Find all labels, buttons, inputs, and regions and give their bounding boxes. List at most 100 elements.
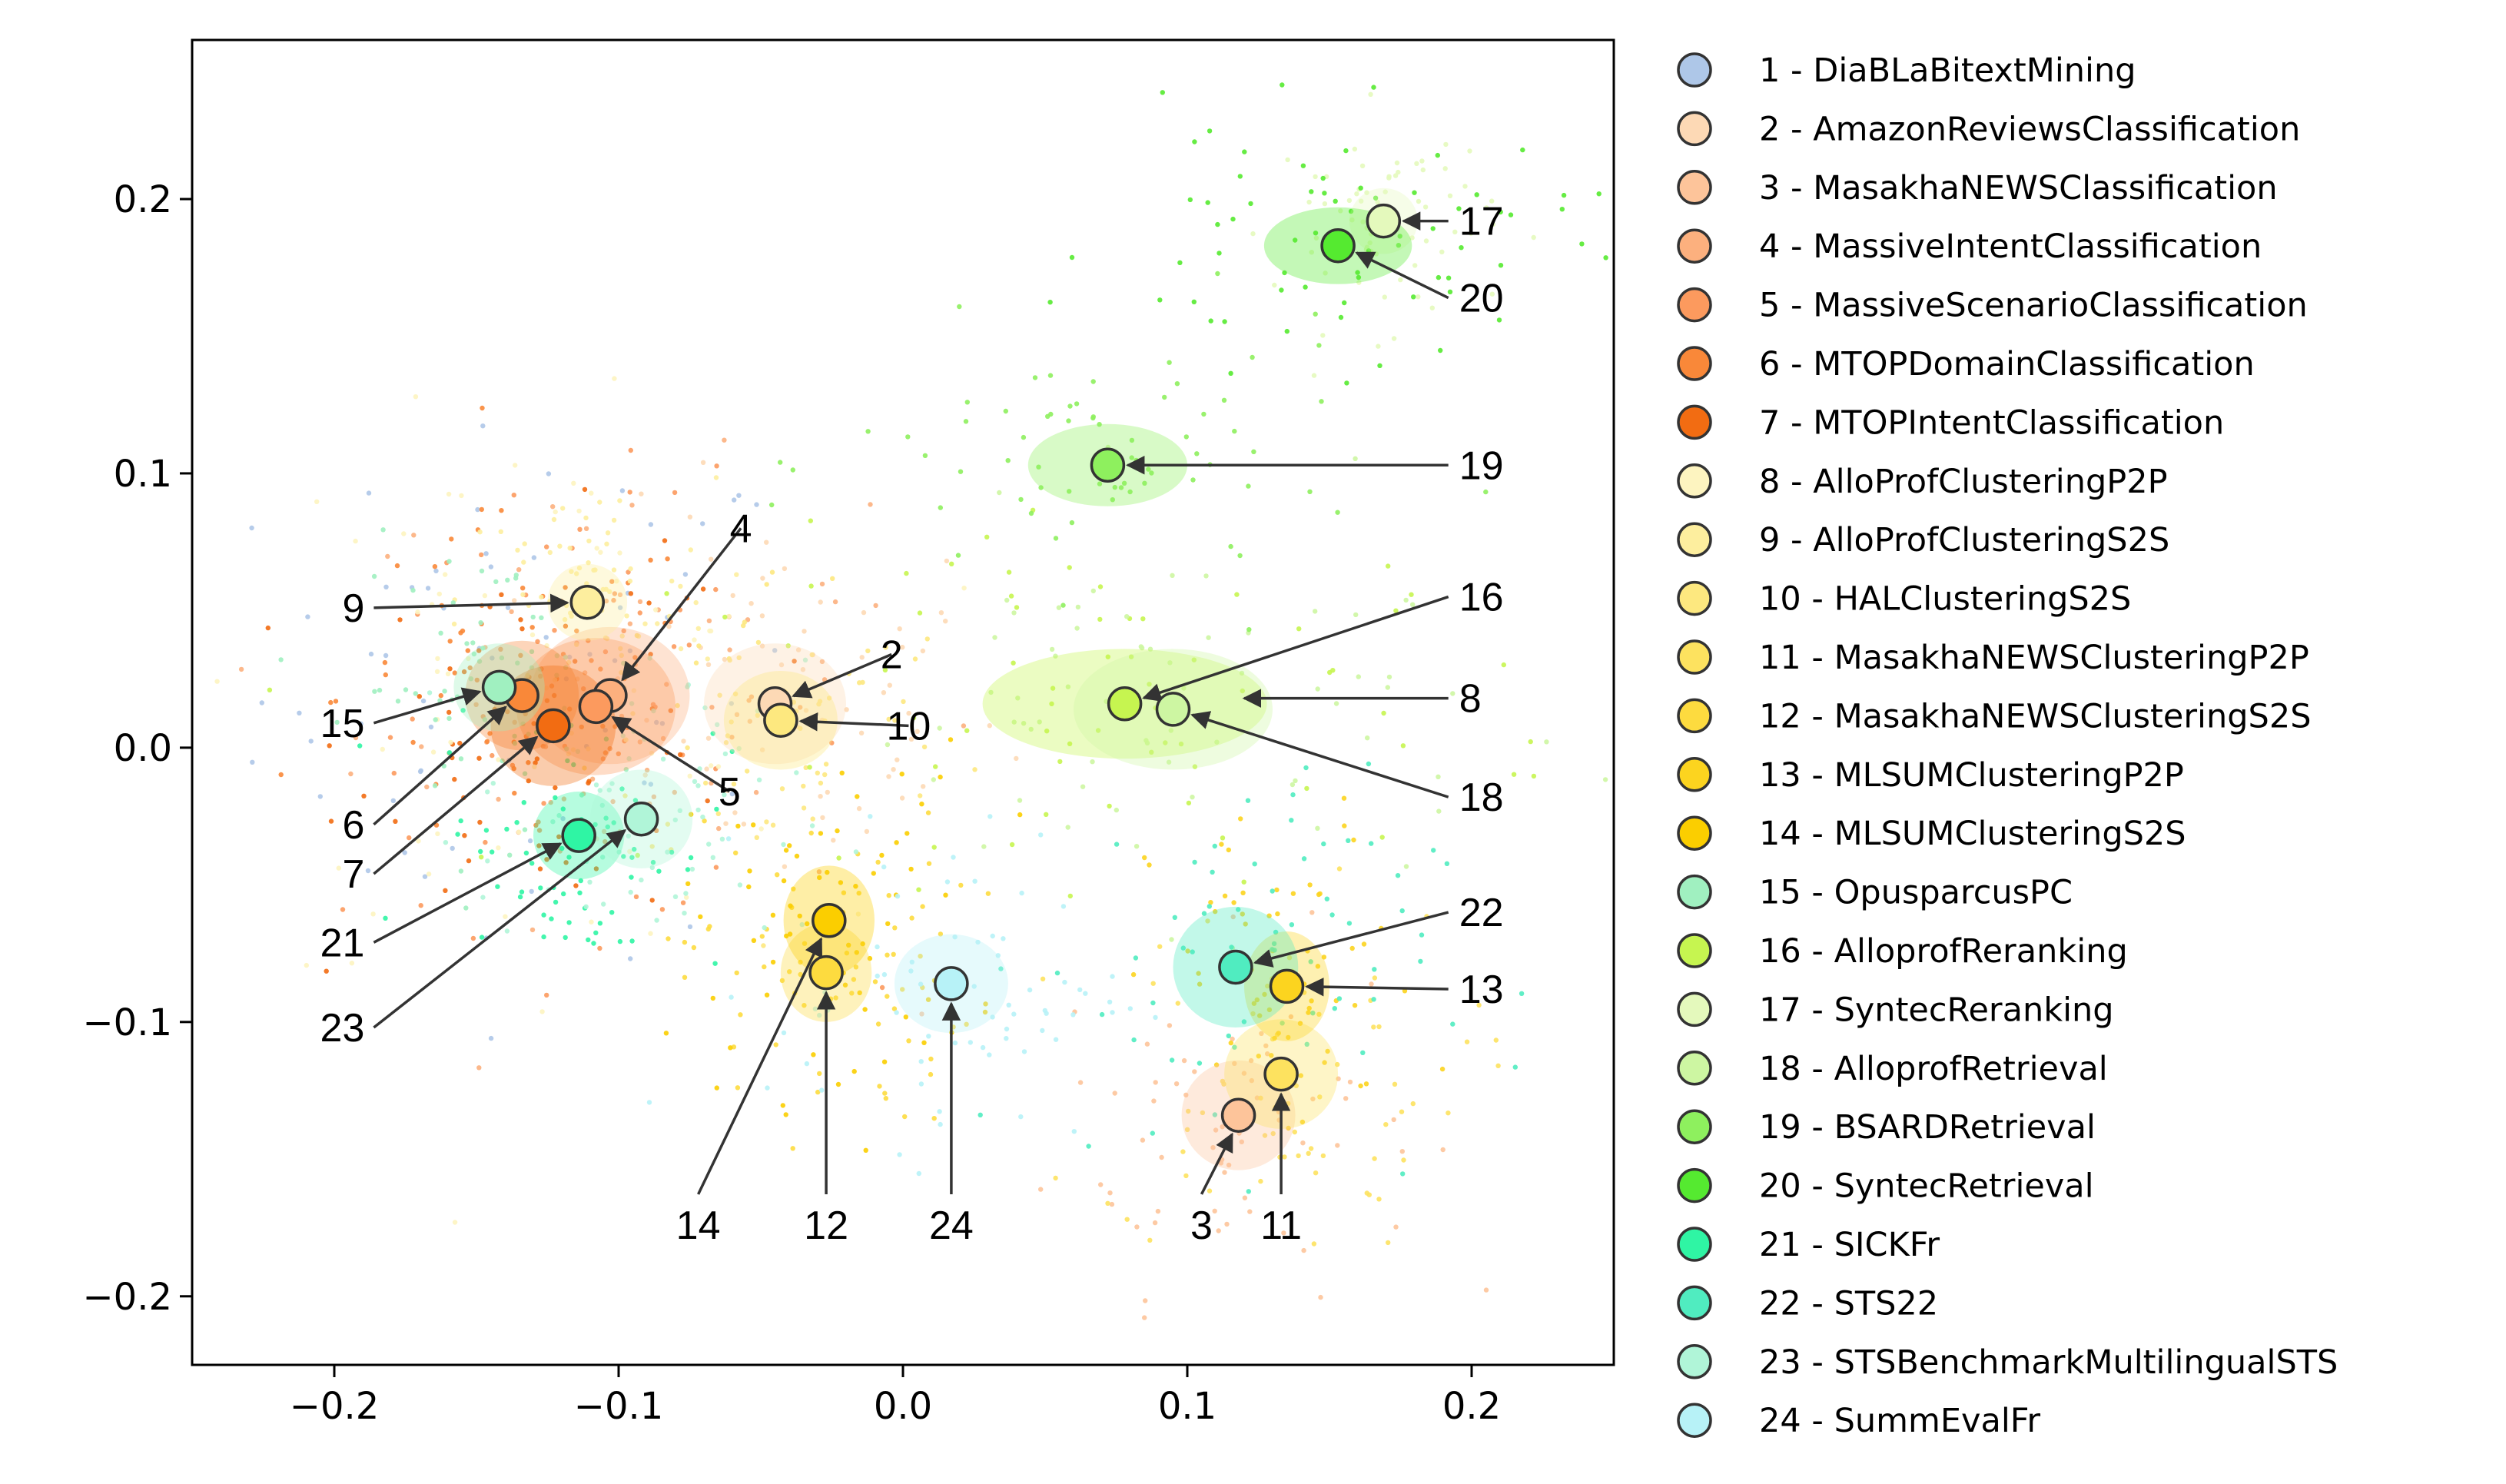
cloud-point: [1325, 1048, 1330, 1054]
cloud-point: [702, 818, 707, 824]
cloud-point: [529, 927, 536, 933]
cloud-point: [904, 831, 910, 836]
cloud-point: [1251, 449, 1256, 454]
cloud-point: [586, 937, 591, 943]
cloud-point: [1230, 1036, 1235, 1042]
cloud-point: [1315, 686, 1320, 692]
cloud-point: [1400, 1171, 1406, 1177]
cloud-point: [1197, 1061, 1203, 1066]
cloud-point: [672, 817, 678, 823]
cloud-point: [516, 567, 522, 573]
cloud-point: [1066, 418, 1071, 423]
cloud-point: [1242, 1195, 1248, 1200]
cloud-point: [1344, 380, 1349, 386]
cloud-point: [1446, 275, 1452, 281]
cloud-point: [1315, 825, 1320, 832]
cloud-point: [348, 771, 353, 777]
legend-label-12: 12 - MasakhaNEWSClusteringS2S: [1759, 697, 2312, 735]
cloud-point: [1083, 991, 1088, 996]
cloud-point: [1359, 198, 1364, 204]
cloud-point: [598, 666, 603, 672]
cloud-point: [1348, 208, 1354, 214]
cloud-point: [803, 708, 809, 713]
cloud-point: [669, 849, 675, 855]
cloud-point: [894, 840, 899, 845]
cloud-point: [513, 463, 518, 468]
cloud-point: [428, 724, 434, 730]
cloud-point: [919, 802, 924, 807]
cloud-point: [819, 581, 825, 587]
cloud-point: [1431, 848, 1436, 853]
cloud-point: [1008, 593, 1014, 599]
cloud-point: [1462, 184, 1468, 189]
cloud-point: [1306, 1010, 1311, 1015]
cloud-point: [706, 618, 712, 623]
cloud-point: [1356, 274, 1362, 281]
cloud-point: [416, 838, 421, 844]
cloud-point: [819, 659, 825, 665]
cloud-point: [761, 943, 766, 948]
cloud-point: [470, 640, 476, 646]
cloud-point: [493, 579, 499, 585]
cloud-point: [911, 715, 917, 721]
cloud-point: [544, 698, 550, 703]
cloud-point: [534, 756, 540, 762]
background-point-cloud: [214, 82, 1608, 1320]
legend-label-6: 6 - MTOPDomainClassification: [1759, 345, 2255, 383]
cloud-point: [563, 585, 568, 590]
cloud-point: [1347, 1079, 1353, 1085]
cloud-point: [1341, 795, 1347, 801]
cloud-point: [462, 833, 467, 838]
cloud-point: [1124, 614, 1130, 619]
cloud-point: [563, 665, 569, 670]
cloud-point: [609, 910, 615, 915]
cloud-point: [855, 911, 861, 917]
cloud-point: [1335, 1061, 1340, 1067]
annotation-label-6: 6: [342, 803, 364, 848]
cloud-point: [556, 834, 562, 840]
cloud-point: [1090, 379, 1096, 384]
cloud-point: [817, 875, 822, 881]
legend-marker-11: [1677, 639, 1712, 675]
cloud-point: [894, 1010, 899, 1015]
cloud-point: [383, 584, 389, 589]
cloud-point: [1484, 205, 1489, 211]
cloud-point: [732, 497, 737, 503]
legend-marker-5: [1677, 287, 1712, 323]
cloud-point: [1382, 189, 1388, 194]
cloud-point: [581, 686, 586, 692]
cloud-point: [1241, 879, 1246, 885]
cloud-point: [1265, 1051, 1270, 1057]
cloud-point: [567, 546, 573, 551]
legend-label-3: 3 - MasakhaNEWSClassification: [1759, 169, 2278, 207]
cloud-point: [380, 746, 385, 752]
cloud-point: [1252, 862, 1257, 867]
centroid-marker-22: [1218, 949, 1253, 985]
cloud-point: [1371, 1024, 1376, 1030]
cloud-point: [1221, 397, 1227, 403]
cloud-point: [862, 1007, 868, 1012]
y-tick-label: −0.2: [82, 1276, 172, 1319]
cloud-point: [479, 506, 484, 513]
cloud-point: [458, 868, 464, 874]
cloud-point: [533, 760, 538, 765]
cloud-point: [567, 706, 573, 712]
annotation-arrow-9: [373, 593, 569, 613]
cloud-point: [609, 579, 615, 584]
cloud-point: [733, 850, 739, 856]
cloud-point: [826, 696, 832, 701]
cloud-point: [1210, 869, 1215, 875]
cloud-point: [1222, 1170, 1227, 1175]
cloud-point: [601, 901, 606, 907]
cloud-point: [1293, 237, 1298, 243]
cloud-point: [1186, 1108, 1191, 1114]
cloud-point: [1262, 991, 1267, 998]
cloud-point: [1409, 592, 1414, 597]
cloud-point: [642, 772, 648, 778]
cloud-point: [541, 912, 546, 918]
cloud-point: [553, 899, 559, 905]
cloud-point: [460, 708, 466, 713]
cloud-point: [854, 950, 860, 955]
cloud-point: [1044, 812, 1049, 818]
cloud-point: [754, 502, 759, 507]
